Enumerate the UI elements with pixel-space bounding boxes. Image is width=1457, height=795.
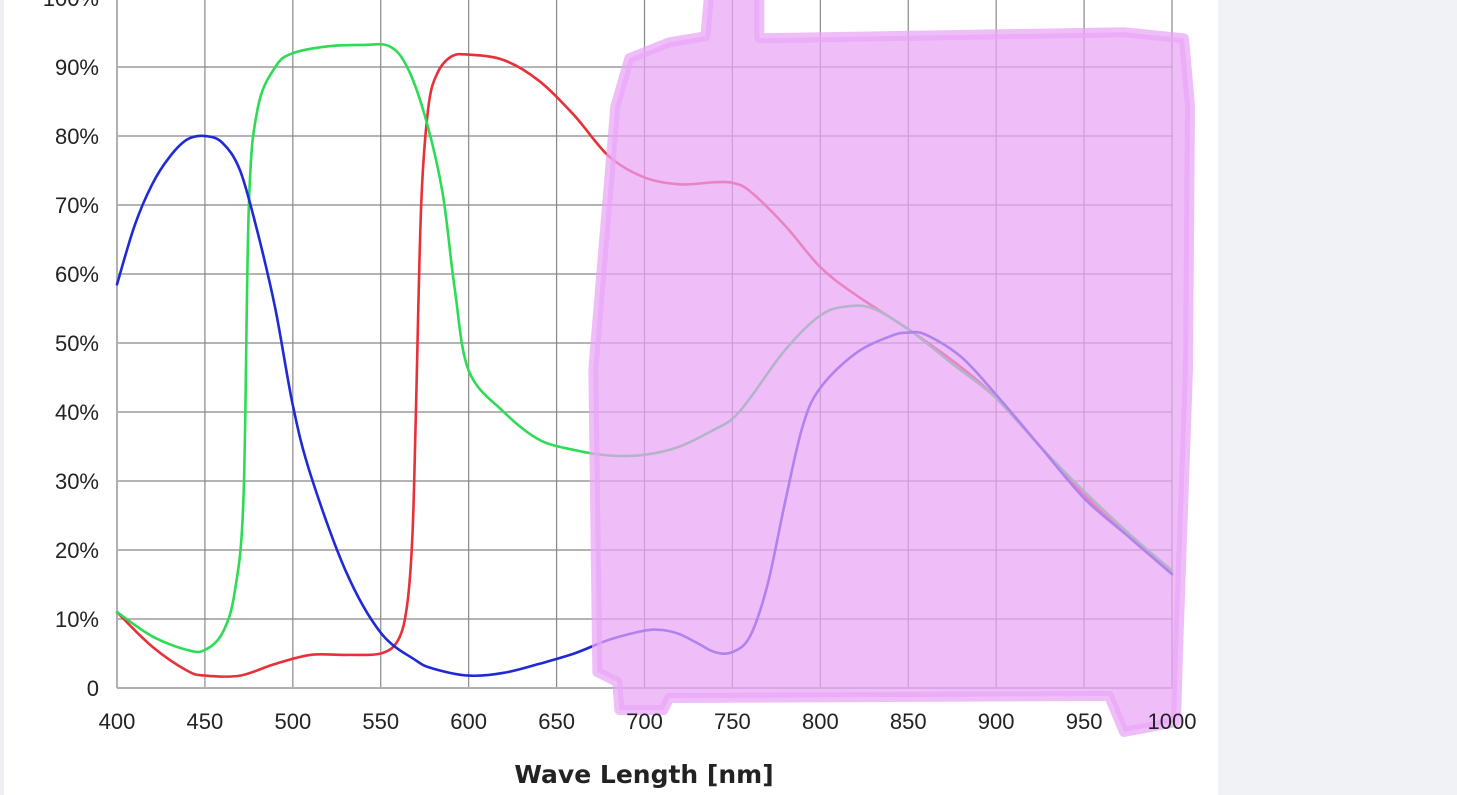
x-tick-labels: 400 450 500 550 600 650 700 750 800 850 900 950 1000 (99, 709, 1197, 734)
y-tick-label: 70% (55, 193, 99, 218)
x-tick-label: 650 (538, 709, 575, 734)
y-tick-label: 50% (55, 331, 99, 356)
spectral-chart: 400 450 500 550 600 650 700 750 800 850 900 950 1000… (43, 0, 1197, 789)
x-tick-label: 400 (99, 709, 136, 734)
y-tick-label: 40% (55, 400, 99, 425)
y-tick-label: 100% (43, 0, 99, 11)
y-tick-label: 0 (87, 676, 99, 701)
y-tick-label: 20% (55, 538, 99, 563)
x-tick-label: 600 (450, 709, 487, 734)
y-tick-label: 60% (55, 262, 99, 287)
x-tick-label: 1000 (1148, 709, 1197, 734)
x-tick-label: 450 (187, 709, 224, 734)
y-tick-label: 80% (55, 124, 99, 149)
x-tick-label: 800 (802, 709, 839, 734)
chart-panel: 400 450 500 550 600 650 700 750 800 850 900 950 1000… (0, 0, 1218, 795)
highlight-mark (588, 0, 1195, 737)
y-tick-label: 30% (55, 469, 99, 494)
side-panel (1218, 0, 1457, 795)
x-tick-label: 700 (626, 709, 663, 734)
x-tick-label: 550 (362, 709, 399, 734)
x-tick-label: 750 (714, 709, 751, 734)
x-tick-label: 950 (1066, 709, 1103, 734)
x-tick-label: 900 (978, 709, 1015, 734)
y-tick-labels: 0 10% 20% 30% 40% 50% 60% 70% 80% 90% 100% (43, 0, 99, 701)
x-axis-title: Wave Length [nm] (514, 760, 773, 789)
x-tick-label: 500 (274, 709, 311, 734)
y-tick-label: 90% (55, 55, 99, 80)
highlight-overlay (588, 0, 1195, 737)
y-tick-label: 10% (55, 607, 99, 632)
x-tick-label: 850 (890, 709, 927, 734)
